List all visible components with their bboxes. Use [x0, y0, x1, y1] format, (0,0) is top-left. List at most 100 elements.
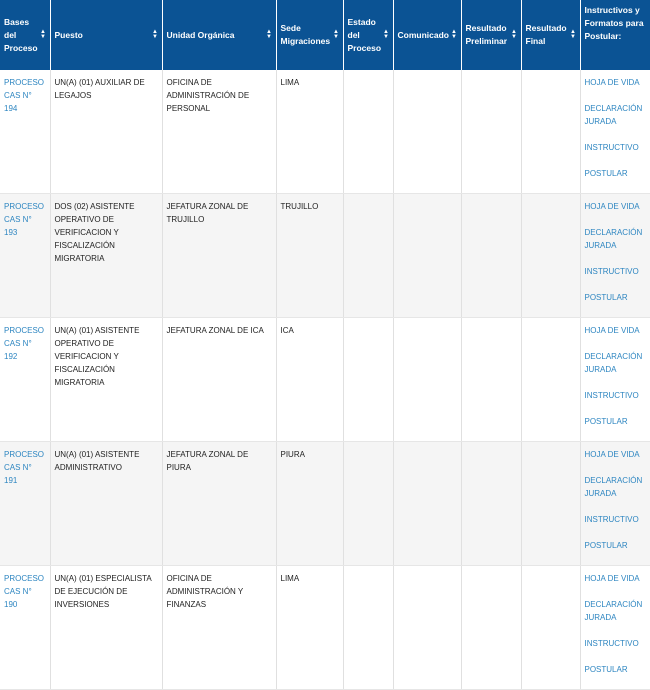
cell-proceso: PROCESO CAS N° 190 [0, 565, 51, 690]
table-row: PROCESO CAS N° 193 DOS (02) ASISTENTE OPE… [0, 193, 650, 318]
header-label: Bases del Proceso [4, 16, 38, 53]
cell-proceso: PROCESO CAS N° 191 [0, 441, 51, 566]
cell-final [521, 441, 581, 566]
table-row: PROCESO CAS N° 194 UN(A) (01) AUXILIAR DE… [0, 70, 650, 194]
sort-arrows-icon[interactable]: ▲ ▼ [451, 29, 457, 40]
header-label: Resultado Final [525, 23, 567, 46]
cell-final [521, 317, 581, 442]
cell-estado [343, 317, 394, 442]
sort-arrows-icon[interactable]: ▲ ▼ [570, 29, 576, 40]
cell-unidad: JEFATURA ZONAL DE PIURA [162, 441, 277, 566]
header-bases[interactable]: Bases del Proceso ▲ ▼ [0, 0, 51, 70]
hoja-de-vida-link[interactable]: HOJA DE VIDA [584, 202, 640, 211]
cell-preliminar [461, 317, 522, 442]
cell-estado [343, 193, 394, 318]
cell-proceso: PROCESO CAS N° 192 [0, 317, 51, 442]
cell-instructivos: HOJA DE VIDA DECLARACIÓN JURADA INSTRUCTIV… [580, 317, 650, 442]
cell-sede: PIURA [276, 441, 344, 566]
hoja-de-vida-link[interactable]: HOJA DE VIDA [584, 78, 640, 87]
table-row: PROCESO CAS N° 190 UN(A) (01) ESPECIALIST… [0, 565, 650, 690]
proceso-link[interactable]: PROCESO CAS N° 194 [4, 78, 45, 113]
instructivo-link[interactable]: INSTRUCTIVO [584, 143, 639, 152]
table-body: PROCESO CAS N° 194 UN(A) (01) AUXILIAR DE… [0, 70, 650, 690]
header-row: Bases del Proceso ▲ ▼ Puesto ▲ ▼ Unidad Orgáni… [0, 0, 650, 70]
header-preliminar[interactable]: Resultado Preliminar ▲ ▼ [461, 0, 522, 70]
declaracion-jurada-link[interactable]: DECLARACIÓN JURADA [584, 104, 643, 126]
header-label: Instructivos y Formatos para Postular: [584, 5, 644, 41]
cell-instructivos: HOJA DE VIDA DECLARACIÓN JURADA INSTRUCTIV… [580, 565, 650, 690]
cell-preliminar [461, 193, 522, 318]
cell-estado [343, 565, 394, 690]
header-unidad[interactable]: Unidad Orgánica ▲ ▼ [162, 0, 277, 70]
declaracion-jurada-link[interactable]: DECLARACIÓN JURADA [584, 476, 643, 498]
proceso-link[interactable]: PROCESO CAS N° 191 [4, 450, 45, 485]
cell-final [521, 70, 581, 194]
header-label: Puesto [54, 29, 83, 40]
instructivo-link[interactable]: INSTRUCTIVO [584, 391, 639, 400]
declaracion-jurada-link[interactable]: DECLARACIÓN JURADA [584, 352, 643, 374]
header-label: Sede Migraciones [280, 23, 331, 46]
header-instructivos: Instructivos y Formatos para Postular: [580, 0, 650, 70]
cell-proceso: PROCESO CAS N° 194 [0, 70, 51, 194]
cell-instructivos: HOJA DE VIDA DECLARACIÓN JURADA INSTRUCTIV… [580, 441, 650, 566]
cell-comunicado [393, 193, 462, 318]
cell-estado [343, 70, 394, 194]
header-label: Unidad Orgánica [166, 29, 235, 40]
hoja-de-vida-link[interactable]: HOJA DE VIDA [584, 450, 640, 459]
proceso-link[interactable]: PROCESO CAS N° 193 [4, 202, 45, 237]
hoja-de-vida-link[interactable]: HOJA DE VIDA [584, 574, 640, 583]
postular-link[interactable]: POSTULAR [584, 665, 628, 674]
table-row: PROCESO CAS N° 192 UN(A) (01) ASISTENTE O… [0, 317, 650, 442]
cell-unidad: OFICINA DE ADMINISTRACIÓN DE PERSONAL [162, 70, 277, 194]
header-comunicado[interactable]: Comunicado ▲ ▼ [393, 0, 462, 70]
header-sede[interactable]: Sede Migraciones ▲ ▼ [276, 0, 344, 70]
cell-estado [343, 441, 394, 566]
hoja-de-vida-link[interactable]: HOJA DE VIDA [584, 326, 640, 335]
cell-sede: TRUJILLO [276, 193, 344, 318]
sort-arrows-icon[interactable]: ▲ ▼ [40, 29, 46, 40]
cell-preliminar [461, 441, 522, 566]
header-estado[interactable]: Estado del Proceso ▲ ▼ [343, 0, 394, 70]
cell-puesto: DOS (02) ASISTENTE OPERATIVO DE VERIFICA… [50, 193, 163, 318]
header-final[interactable]: Resultado Final ▲ ▼ [521, 0, 581, 70]
cell-sede: LIMA [276, 565, 344, 690]
declaracion-jurada-link[interactable]: DECLARACIÓN JURADA [584, 600, 643, 622]
proceso-link[interactable]: PROCESO CAS N° 192 [4, 326, 45, 361]
table-header: Bases del Proceso ▲ ▼ Puesto ▲ ▼ Unidad Orgáni… [0, 0, 650, 70]
cell-preliminar [461, 70, 522, 194]
sort-arrows-icon[interactable]: ▲ ▼ [511, 29, 517, 40]
instructivo-link[interactable]: INSTRUCTIVO [584, 267, 639, 276]
instructivo-link[interactable]: INSTRUCTIVO [584, 639, 639, 648]
postular-link[interactable]: POSTULAR [584, 541, 628, 550]
table-row: PROCESO CAS N° 191 UN(A) (01) ASISTENTE A… [0, 441, 650, 566]
cell-comunicado [393, 565, 462, 690]
declaracion-jurada-link[interactable]: DECLARACIÓN JURADA [584, 228, 643, 250]
cell-unidad: JEFATURA ZONAL DE TRUJILLO [162, 193, 277, 318]
postular-link[interactable]: POSTULAR [584, 169, 628, 178]
proceso-link[interactable]: PROCESO CAS N° 190 [4, 574, 45, 609]
cell-puesto: UN(A) (01) ESPECIALISTA DE EJECUCIÓN DE … [50, 565, 163, 690]
header-label: Comunicado [397, 29, 449, 40]
instructivo-link[interactable]: INSTRUCTIVO [584, 515, 639, 524]
cell-sede: ICA [276, 317, 344, 442]
cell-puesto: UN(A) (01) ASISTENTE OPERATIVO DE VERIFI… [50, 317, 163, 442]
header-puesto[interactable]: Puesto ▲ ▼ [50, 0, 163, 70]
header-label: Estado del Proceso [347, 16, 382, 53]
cell-proceso: PROCESO CAS N° 193 [0, 193, 51, 318]
cell-puesto: UN(A) (01) ASISTENTE ADMINISTRATIVO [50, 441, 163, 566]
postular-link[interactable]: POSTULAR [584, 293, 628, 302]
cell-puesto: UN(A) (01) AUXILIAR DE LEGAJOS [50, 70, 163, 194]
sort-arrows-icon[interactable]: ▲ ▼ [152, 29, 158, 40]
postular-link[interactable]: POSTULAR [584, 417, 628, 426]
cell-comunicado [393, 441, 462, 566]
cell-preliminar [461, 565, 522, 690]
cell-sede: LIMA [276, 70, 344, 194]
sort-arrows-icon[interactable]: ▲ ▼ [383, 29, 389, 40]
cell-unidad: JEFATURA ZONAL DE ICA [162, 317, 277, 442]
sort-arrows-icon[interactable]: ▲ ▼ [266, 29, 272, 40]
sort-arrows-icon[interactable]: ▲ ▼ [333, 29, 339, 40]
cell-instructivos: HOJA DE VIDA DECLARACIÓN JURADA INSTRUCTIV… [580, 193, 650, 318]
cell-comunicado [393, 317, 462, 442]
cell-instructivos: HOJA DE VIDA DECLARACIÓN JURADA INSTRUCTIV… [580, 70, 650, 194]
